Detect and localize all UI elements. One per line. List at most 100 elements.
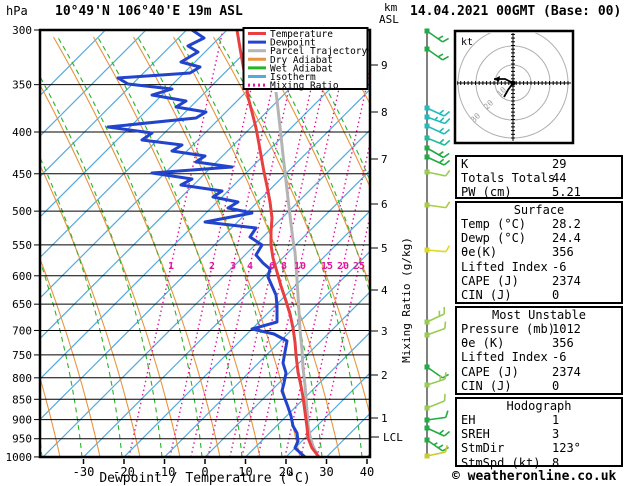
- wind-barb-tick: [444, 372, 447, 380]
- row-value: 123°: [552, 441, 581, 456]
- row-label: θe (K): [461, 336, 505, 351]
- row-value: 0: [552, 378, 560, 393]
- table-row: CAPE (J) 2374: [457, 365, 621, 379]
- wind-barb-tick: [439, 375, 442, 381]
- mixing-ratio-line: [284, 67, 370, 457]
- mixing-ratio-label: 25: [353, 261, 365, 272]
- km-tick-label: 8: [381, 106, 388, 119]
- isotherm-line: [40, 48, 370, 380]
- isotherm-line: [204, 291, 370, 457]
- table-row: Totals Totals 44: [457, 171, 621, 185]
- temp-tick-label: 30: [319, 465, 333, 479]
- mixing-ratio-label: 4: [247, 261, 253, 272]
- dry-adiabat-line: [53, 36, 221, 457]
- parcel-trajectory-trace: [274, 91, 320, 457]
- row-label: Pressure (mb): [461, 322, 555, 336]
- indices-panel: K 29 Totals Totals 44 PW (cm) 5.21: [455, 155, 623, 199]
- km-tick-label: 9: [381, 59, 388, 72]
- table-row: CIN (J) 0: [457, 288, 621, 302]
- mixing-ratio-label: 2: [209, 261, 215, 272]
- mixing-ratio-line: [169, 30, 265, 457]
- mixing-ratio-label: 20: [337, 261, 349, 272]
- dry-adiabat-line: [40, 257, 101, 457]
- wind-barb-tick: [444, 117, 451, 125]
- row-value: 44: [552, 171, 567, 186]
- wind-barb-tick: [438, 109, 445, 115]
- legend-item-label: Dewpoint: [270, 38, 316, 49]
- wind-barb-tick: [445, 410, 449, 418]
- wind-barb-shaft: [426, 313, 445, 323]
- wind-barb-shaft: [426, 249, 446, 253]
- station-title: 10°49'N 106°40'E 19m ASL: [55, 4, 243, 19]
- row-label: CAPE (J): [461, 364, 519, 379]
- legend-item-label: Parcel Trajectory: [270, 46, 368, 57]
- row-value: 1: [552, 413, 560, 427]
- legend-item-label: Temperature: [270, 29, 333, 40]
- wind-barb-shaft: [426, 427, 445, 437]
- pressure-tick-label: 800: [12, 372, 32, 385]
- wind-barb-tick: [437, 35, 444, 40]
- wind-barb-tick: [444, 321, 447, 329]
- wind-barb-tick: [433, 442, 438, 446]
- pressure-tick-label: 350: [12, 79, 32, 92]
- dry-adiabat-line: [40, 83, 181, 457]
- temp-tick-label: 40: [360, 465, 374, 479]
- dry-adiabat-line: [40, 163, 141, 457]
- mixing-ratio-line: [316, 212, 370, 457]
- wind-barb-shaft: [426, 116, 446, 125]
- wet-adiabat-line: [0, 37, 2, 457]
- wind-barb-tick: [437, 444, 444, 449]
- wind-barb-shaft: [426, 327, 446, 336]
- row-value: 24.4: [552, 231, 581, 246]
- pressure-tick-label: 400: [12, 126, 32, 139]
- legend-item-label: Mixing Ratio: [270, 81, 339, 92]
- wind-barb-tick: [443, 430, 451, 437]
- dry-adiabat-line: [293, 36, 370, 189]
- wind-barb-tick: [442, 55, 450, 61]
- row-value: 0: [552, 287, 560, 302]
- hodograph-origin-dot: [510, 80, 516, 86]
- table-row: CIN (J) 0: [457, 379, 621, 393]
- mixing-ratio-line: [229, 30, 325, 457]
- pressure-axis-unit: hPa: [6, 4, 28, 18]
- mixing-ratio-label: 15: [321, 261, 333, 272]
- wind-barb-tick: [444, 139, 451, 146]
- pressure-tick-label: 650: [12, 298, 32, 311]
- isotherm-line: [285, 372, 370, 457]
- dry-adiabat-line: [93, 36, 261, 457]
- row-label: CAPE (J): [461, 273, 519, 288]
- surface-panel: Surface Temp (°C) 28.2 Dewp (°C) 24.4 θe(K) 35…: [455, 201, 623, 304]
- lcl-label: LCL: [383, 431, 403, 444]
- wind-barb-shaft: [426, 48, 444, 61]
- wind-barb-tick: [438, 151, 444, 156]
- km-tick-label: 5: [381, 242, 388, 255]
- temp-tick-label: 10: [238, 465, 252, 479]
- mixing-ratio-label: 3: [230, 261, 236, 272]
- legend-item-label: Isotherm: [270, 72, 316, 83]
- temp-tick-label: -20: [113, 465, 135, 479]
- wind-barb-tick: [442, 152, 450, 159]
- temp-tick-label: 20: [279, 465, 293, 479]
- row-value: 5.21: [552, 185, 581, 200]
- wind-barb-tick: [444, 445, 448, 453]
- wind-barb-shaft: [426, 171, 446, 177]
- wet-adiabat-line: [217, 36, 363, 457]
- wind-barb-shaft: [426, 147, 444, 159]
- pressure-tick-label: 600: [12, 270, 32, 283]
- row-value: -6: [552, 259, 567, 274]
- mixing-ratio-line: [241, 30, 337, 457]
- table-row: θe (K) 356: [457, 336, 621, 350]
- temp-tick-label: -10: [154, 465, 176, 479]
- wind-barb-tick: [439, 138, 445, 144]
- table-row: Lifted Index -6: [457, 260, 621, 274]
- mixing-ratio-label: 8: [281, 261, 287, 272]
- pressure-tick-label: 1000: [6, 451, 33, 464]
- isotherm-line: [40, 30, 147, 137]
- panel-title: Hodograph: [506, 399, 572, 413]
- wind-barb-tick: [439, 117, 445, 123]
- wind-barb-tick: [437, 53, 444, 58]
- date-title: 14.04.2021 00GMT (Base: 00): [410, 4, 622, 19]
- row-value: 356: [552, 245, 574, 260]
